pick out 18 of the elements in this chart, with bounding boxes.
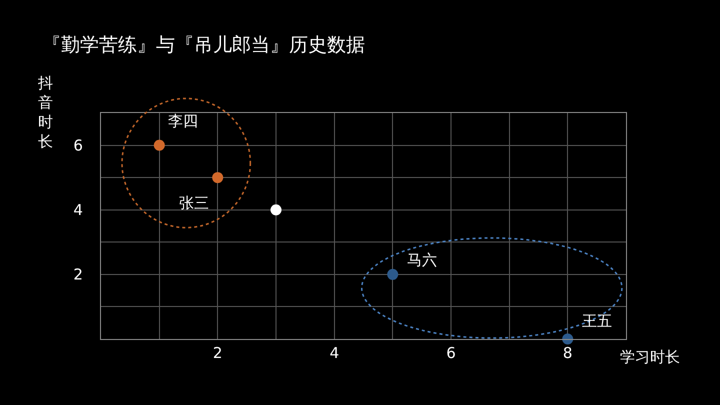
x-tick-label: 2 [212, 344, 222, 362]
y-axis-title: 抖音时长 [37, 74, 53, 150]
y-tick-label: 4 [73, 201, 83, 220]
x-axis-title: 学习时长 [620, 348, 680, 366]
point [270, 204, 282, 216]
chart-title: 『勤学苦练』与『吊儿郎当』历史数据 [42, 34, 365, 56]
annotation: 王五 [582, 312, 612, 330]
annotation: 张三 [179, 194, 209, 212]
point [212, 172, 224, 184]
y-tick-label: 6 [73, 136, 83, 155]
annotation: 李四 [168, 112, 198, 130]
annotation: 马六 [407, 251, 437, 269]
point [154, 140, 165, 151]
x-tick-label: 6 [446, 344, 456, 362]
x-tick-label: 4 [330, 344, 340, 362]
y-tick-label: 2 [73, 266, 83, 284]
point [387, 268, 398, 280]
x-tick-label: 8 [562, 344, 572, 362]
